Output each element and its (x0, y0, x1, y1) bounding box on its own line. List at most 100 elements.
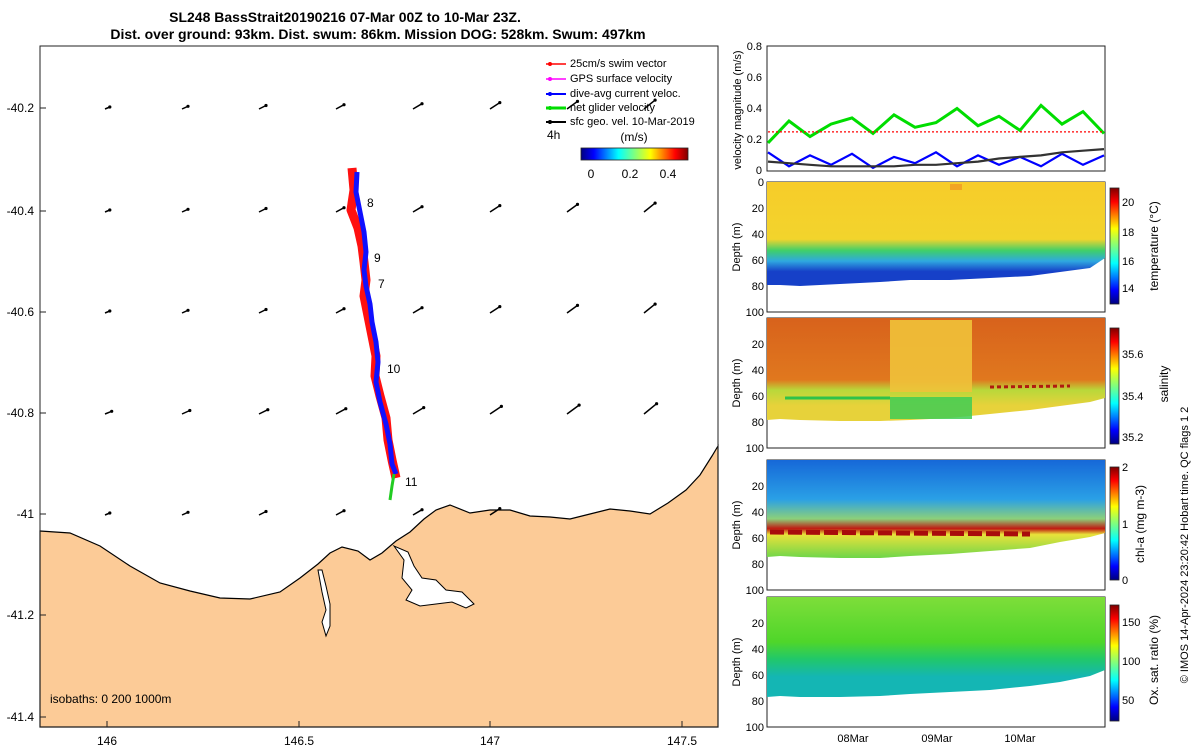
depth-tick: 80 (752, 559, 764, 571)
map-axes (39, 45, 719, 728)
lat-tick: -41.4 (7, 710, 35, 724)
sfc-arrow-head (499, 404, 503, 408)
sfc-arrow-head (110, 409, 114, 413)
velocity-series-line (767, 148, 1105, 168)
sfc-arrow-head (108, 309, 112, 313)
depth-tick: 40 (752, 644, 764, 656)
depth-tick: 40 (752, 229, 764, 241)
sal-cbar-label: salinity (1157, 366, 1171, 403)
sfc-arrow (643, 303, 656, 314)
title-line-2: Dist. over ground: 93km. Dist. swum: 86k… (110, 26, 645, 42)
sfc-arrow (335, 408, 347, 415)
temperature-field (767, 182, 1105, 286)
sfc-arrow-head (342, 307, 346, 311)
depth-tick: 20 (752, 339, 764, 351)
dive-avg-current-track (353, 171, 399, 475)
time-tick: 10Mar (1004, 733, 1036, 745)
lat-tick: -40.6 (7, 305, 35, 319)
sfc-arrow (566, 404, 580, 415)
sfc-arrow (643, 99, 656, 110)
sfc-arrow (412, 509, 423, 516)
day-label: 9 (374, 251, 381, 265)
depth-tick: 100 (746, 443, 764, 455)
ox-cbar-tick: 50 (1122, 695, 1134, 707)
temp-depth-label: Depth (m) (731, 223, 743, 272)
lon-tick: 147.5 (667, 734, 697, 748)
vel-ytick: 0.6 (747, 72, 762, 84)
salinity-panel: 20 40 60 80 100 Depth (m) 35.6 35.4 35.2… (731, 317, 1171, 455)
sfc-arrow-head (342, 206, 346, 210)
temp-depth-ticks: 0 20 40 60 80 100 (746, 177, 764, 319)
depth-tick: 60 (752, 391, 764, 403)
sfc-arrow-head (422, 406, 426, 410)
chla-panel: 20 40 60 80 100 Depth (m) 2 1 0 chl-a (m… (731, 459, 1147, 597)
sfc-arrow (412, 307, 423, 314)
net-glider-velocity-track (388, 473, 396, 501)
sfc-arrow-head (264, 206, 268, 211)
sfc-arrow-head (498, 204, 502, 208)
lat-tick: -40.8 (7, 406, 35, 420)
ox-depth-label: Depth (m) (731, 638, 743, 687)
sfc-arrow-head (498, 507, 502, 511)
depth-tick: 100 (746, 585, 764, 597)
lat-tick-labels: -40.2 -40.4 -40.6 -40.8 -41 -41.2 -41.4 (7, 101, 35, 724)
sfc-arrow-head (108, 208, 112, 212)
sfc-arrow-head (498, 305, 502, 309)
depth-tick: 40 (752, 365, 764, 377)
colorbar-unit: (m/s) (620, 130, 647, 144)
sfc-arrow-head (264, 509, 268, 514)
map-legend: 25cm/s swim vector GPS surface velocity … (546, 58, 695, 128)
sfc-arrow-head (342, 509, 346, 513)
sal-depth-label: Depth (m) (731, 359, 743, 408)
chla-cbar-tick: 1 (1122, 519, 1128, 531)
depth-tick: 20 (752, 481, 764, 493)
velocity-panel: 0 0.2 0.4 0.6 0.8 velocity magnitude (m/… (732, 41, 1106, 177)
velocity-series-line (767, 151, 1105, 170)
vel-ytick: 0.2 (747, 134, 762, 146)
sfc-arrow (412, 103, 423, 110)
chla-depth-label: Depth (m) (731, 501, 743, 550)
depth-tick: 100 (746, 722, 764, 734)
sfc-arrow (258, 409, 269, 415)
sfc-arrow-head (344, 407, 348, 411)
sfc-arrow-head (186, 104, 190, 108)
depth-tick: 60 (752, 533, 764, 545)
depth-tick: 60 (752, 255, 764, 267)
chla-cbar-tick: 2 (1122, 462, 1128, 474)
sfc-arrow (412, 206, 423, 213)
day-label: 7 (378, 277, 385, 291)
sfc-arrow (566, 100, 578, 110)
sfc-arrow-head (264, 103, 268, 108)
colorbar-tick: 0.4 (660, 167, 677, 181)
lon-tick: 147 (480, 734, 500, 748)
sfc-arrow (489, 101, 501, 110)
depth-tick: 20 (752, 203, 764, 215)
depth-tick: 0 (758, 177, 764, 189)
ox-cbar-tick: 100 (1122, 656, 1140, 668)
sfc-arrow (412, 406, 425, 415)
sfc-arrow-head (420, 306, 424, 310)
sfc-arrow-head (188, 408, 192, 413)
sfc-geo-velocity-arrows (104, 98, 659, 516)
colorbar-tick: 0.2 (622, 167, 639, 181)
sfc-arrow-head (575, 99, 580, 103)
sfc-arrow-head (498, 101, 502, 105)
day-label: 10 (387, 362, 401, 376)
temp-cbar-tick: 14 (1122, 283, 1134, 295)
vel-ytick: 0 (756, 165, 762, 177)
sfc-arrow-head (186, 308, 190, 312)
sal-cbar-tick: 35.6 (1122, 349, 1143, 361)
sfc-arrow-head (575, 202, 580, 206)
sal-cbar-tick: 35.2 (1122, 432, 1143, 444)
speed-colorbar: 4h (m/s) 0 0.2 0.4 (547, 128, 689, 181)
temp-cbar-tick: 18 (1122, 227, 1134, 239)
sfc-arrow-head (342, 103, 346, 107)
credit-text: © IMOS 14-Apr-2024 23:20:42 Hobart time.… (1179, 407, 1191, 684)
chla-depth-ticks: 20 40 60 80 100 (746, 481, 764, 597)
sfc-arrow-head (108, 511, 112, 515)
sfc-arrow-head (420, 205, 424, 209)
ox-cbar-label: Ox. sat. ratio (%) (1147, 615, 1161, 705)
tasmania-land (39, 443, 719, 728)
sfc-arrow-head (577, 403, 581, 407)
sfc-arrow (566, 203, 578, 213)
